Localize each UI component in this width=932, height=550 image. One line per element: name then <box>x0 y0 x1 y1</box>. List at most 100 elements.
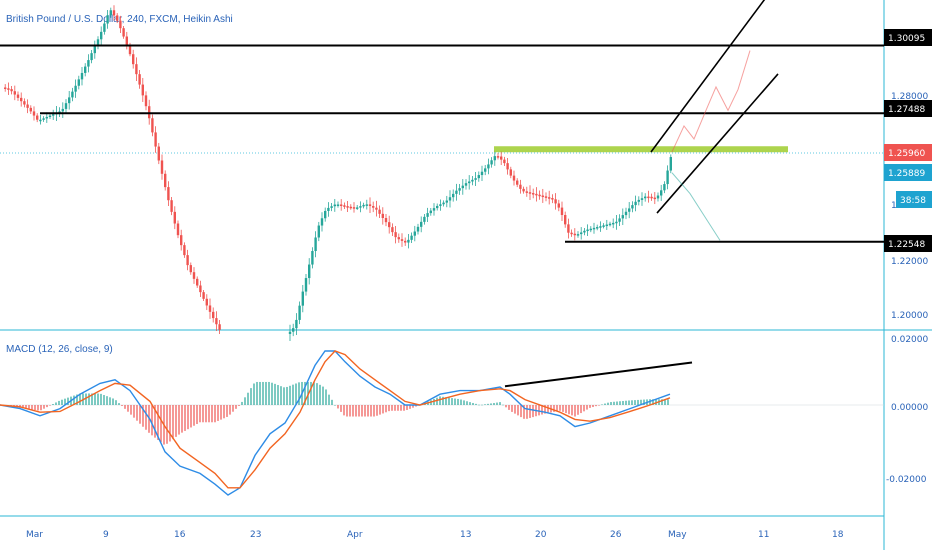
macd-histogram-bar <box>382 405 384 414</box>
candle-body <box>548 197 551 199</box>
candle-body <box>551 198 554 200</box>
candle-body <box>647 196 650 199</box>
macd-histogram-bar <box>562 405 564 412</box>
macd-histogram-bar <box>553 405 555 412</box>
macd-histogram-bar <box>190 405 192 428</box>
macd-histogram-bar <box>391 405 393 411</box>
candle-body <box>404 240 407 243</box>
candle-body <box>205 298 208 306</box>
macd-histogram-bar <box>373 405 375 417</box>
candle-body <box>356 207 359 209</box>
macd-histogram-bar <box>454 398 456 405</box>
candle-body <box>509 169 512 176</box>
macd-histogram-bar <box>100 393 102 405</box>
macd-histogram-bar <box>67 397 69 405</box>
candle-body <box>119 20 122 29</box>
macd-histogram-bar <box>490 403 492 405</box>
macd-histogram-bar <box>637 399 639 405</box>
price-tag-1-30095: 1.30095 <box>884 29 932 46</box>
macd-histogram-bar <box>448 397 450 405</box>
candle-body <box>292 328 295 332</box>
macd-histogram-bar <box>178 405 180 435</box>
macd-histogram-bar <box>49 405 51 406</box>
macd-histogram-bar <box>205 405 207 423</box>
x-tick-label: 23 <box>250 530 261 540</box>
candle-body <box>461 185 464 189</box>
macd-histogram-bar <box>61 399 63 405</box>
projection-path <box>671 50 751 153</box>
candle-body <box>522 188 525 192</box>
candle-body <box>528 192 532 194</box>
candle-body <box>541 195 544 198</box>
candle-body <box>407 239 410 243</box>
macd-histogram-bar <box>415 405 417 407</box>
candle-body <box>116 15 119 21</box>
macd-histogram-bar <box>613 401 615 405</box>
macd-histogram-bar <box>133 405 135 418</box>
candle-body <box>218 324 221 330</box>
candle-body <box>32 111 36 116</box>
price-tag-current: 1.25960 <box>884 144 932 161</box>
macd-histogram-bar <box>349 405 351 417</box>
candle-body <box>106 15 109 24</box>
candle-body <box>567 224 570 233</box>
macd-histogram-bar <box>181 405 183 433</box>
candle-body <box>583 230 586 233</box>
candle-body <box>151 118 154 133</box>
candle-body <box>368 204 372 207</box>
candle-body <box>186 255 189 266</box>
candle-body <box>336 204 340 206</box>
candle-body <box>656 195 660 199</box>
macd-histogram-bar <box>223 405 225 419</box>
macd-histogram-bar <box>64 398 66 405</box>
candle-body <box>215 318 218 325</box>
candle-body <box>122 28 125 37</box>
macd-histogram-bar <box>547 405 549 414</box>
macd-histogram-bar <box>475 403 477 405</box>
macd-histogram-bar <box>124 405 126 409</box>
macd-histogram-bar <box>406 405 408 410</box>
macd-histogram-bar <box>22 405 24 409</box>
candle-body <box>637 199 640 202</box>
candle-body <box>112 10 116 16</box>
candle-body <box>500 156 503 160</box>
price-tag-1-27488: 1.27488 <box>884 100 932 117</box>
candle-body <box>61 108 64 112</box>
macd-histogram-bar <box>520 405 522 418</box>
projection-path-down <box>671 172 721 241</box>
x-tick-label: 11 <box>758 530 769 540</box>
macd-histogram-bar <box>112 398 114 405</box>
macd-histogram-bar <box>52 404 54 405</box>
candle-body <box>288 331 292 334</box>
macd-histogram-bar <box>226 405 228 417</box>
macd-histogram-bar <box>436 397 438 405</box>
candle-body <box>77 79 80 86</box>
macd-histogram-bar <box>439 396 441 405</box>
candle-body <box>333 204 336 207</box>
macd-histogram-bar <box>625 400 627 405</box>
candle-body <box>487 164 490 169</box>
candle-body <box>589 228 592 231</box>
macd-histogram-bar <box>496 402 498 405</box>
x-tick-label: 9 <box>103 530 109 540</box>
candle-body <box>128 44 132 55</box>
macd-histogram-bar <box>337 405 339 409</box>
macd-histogram-bar <box>352 405 354 417</box>
macd-histogram-bar <box>583 405 585 412</box>
macd-histogram-bar <box>241 401 243 405</box>
macd-histogram-bar <box>244 397 246 405</box>
macd-histogram-bar <box>76 394 78 405</box>
price-tag-1-22548: 1.22548 <box>884 235 932 252</box>
candle-body <box>592 227 596 230</box>
candle-body <box>349 206 352 209</box>
svg-text:1.25889: 1.25889 <box>888 169 925 179</box>
candle-body <box>317 225 320 238</box>
candle-body <box>301 291 304 306</box>
candle-body <box>612 222 615 225</box>
macd-histogram-bar <box>556 405 558 412</box>
macd-histogram-bar <box>142 405 144 427</box>
candle-body <box>154 132 157 147</box>
macd-histogram-bar <box>442 396 444 405</box>
macd-histogram-bar <box>634 400 636 405</box>
